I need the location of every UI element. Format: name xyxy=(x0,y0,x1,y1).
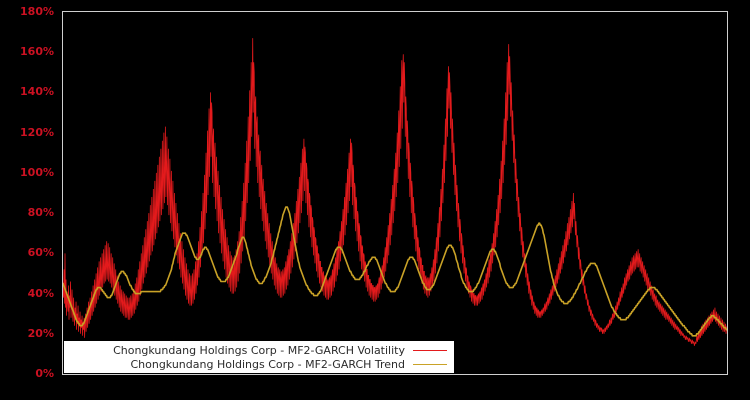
legend-entry-trend: Chongkundang Holdings Corp - MF2-GARCH T… xyxy=(65,357,447,371)
legend-label-trend: Chongkundang Holdings Corp - MF2-GARCH T… xyxy=(130,357,405,371)
y-axis-tick-label: 40% xyxy=(27,286,54,300)
trend-series-line xyxy=(63,206,727,337)
y-axis-tick-label: 0% xyxy=(35,367,54,380)
chart-legend: Chongkundang Holdings Corp - MF2-GARCH V… xyxy=(64,341,454,373)
volatility-series-line xyxy=(63,38,727,346)
legend-entry-volatility: Chongkundang Holdings Corp - MF2-GARCH V… xyxy=(65,343,447,357)
series-canvas xyxy=(63,38,727,346)
legend-label-volatility: Chongkundang Holdings Corp - MF2-GARCH V… xyxy=(113,343,405,357)
y-axis-tick-label: 180% xyxy=(20,5,54,18)
y-axis-tick-label: 80% xyxy=(27,206,54,220)
legend-swatch-trend xyxy=(413,363,447,365)
legend-swatch-volatility xyxy=(413,349,447,351)
y-axis-tick-label: 60% xyxy=(27,246,54,260)
y-axis-tick-label: 120% xyxy=(20,125,54,139)
y-axis-tick-label: 160% xyxy=(20,45,54,59)
y-axis-tick-label: 140% xyxy=(20,85,54,99)
y-axis-tick-label: 20% xyxy=(27,326,54,340)
y-axis-tick-label: 100% xyxy=(20,165,54,179)
plot-area xyxy=(62,11,728,375)
